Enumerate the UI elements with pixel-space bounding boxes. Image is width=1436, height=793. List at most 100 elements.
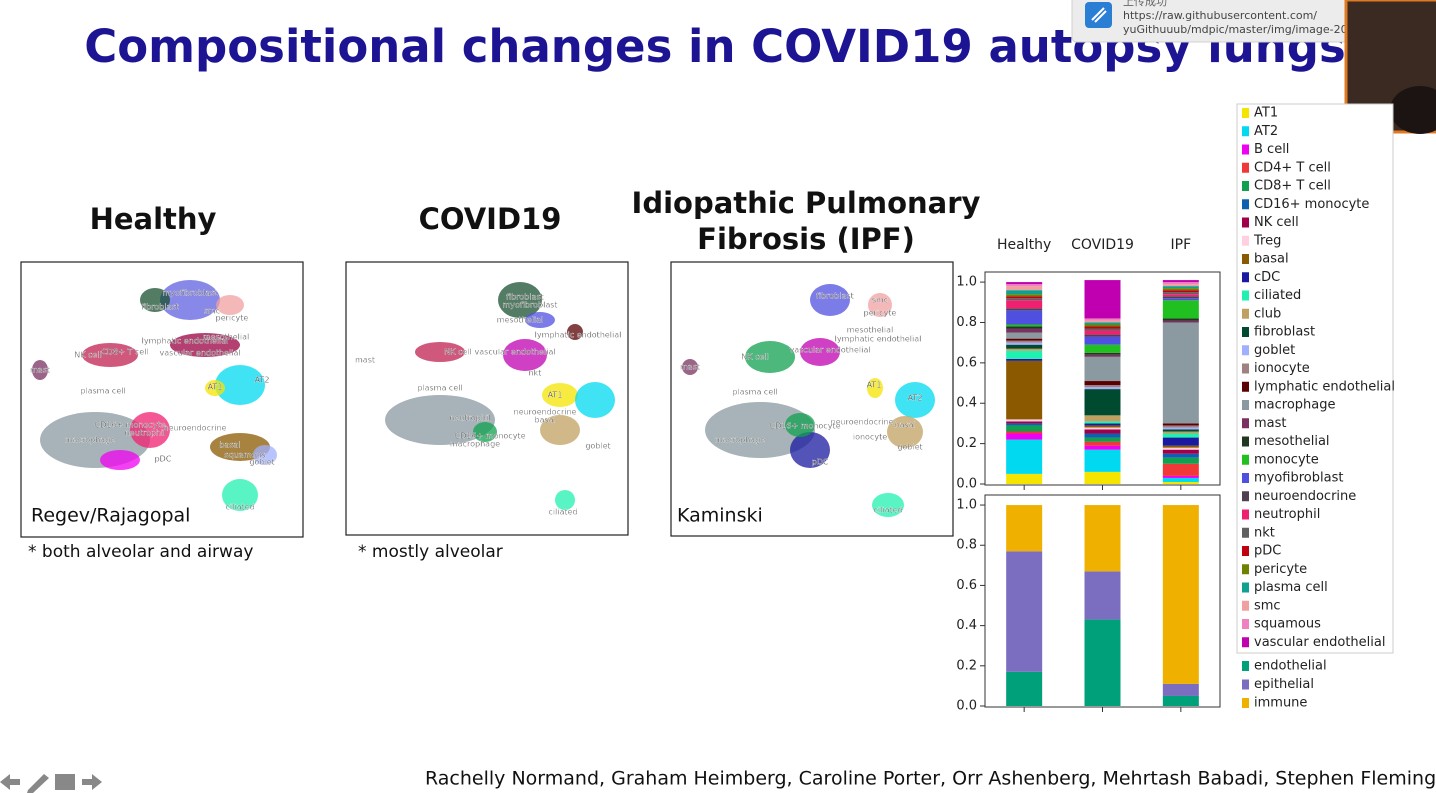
umap-cluster (216, 295, 244, 315)
y-tick-label: 0.4 (956, 618, 977, 633)
legend-swatch (1242, 619, 1249, 629)
y-tick-label: 1.0 (956, 498, 977, 513)
x-tick-label: IPF (1171, 237, 1192, 253)
legend-label: mesothelial (1254, 434, 1330, 449)
y-tick-label: 0.0 (956, 477, 977, 492)
umap-label: mast (680, 363, 700, 372)
bar-segment (1084, 334, 1121, 337)
legend-swatch (1242, 345, 1249, 356)
umap-label: fibroblast (506, 293, 544, 302)
bar-segment (1084, 445, 1121, 450)
y-tick-label: 0.8 (956, 315, 977, 330)
umap-label: lymphatic endothelial (142, 337, 229, 346)
nav-next[interactable] (82, 774, 102, 790)
webcam-person (1390, 86, 1436, 134)
bar-segment (1162, 477, 1199, 482)
nav-prev[interactable] (0, 774, 20, 790)
legend-swatch (1242, 661, 1249, 671)
nav-pen[interactable] (27, 774, 49, 793)
legend-label: smc (1254, 598, 1281, 613)
bar-segment (1006, 473, 1043, 484)
nav-menu[interactable] (55, 774, 75, 790)
bar-segment (1006, 551, 1043, 672)
legend-swatch (1242, 327, 1249, 337)
umap-label: NK cell (74, 351, 102, 360)
bar-segment (1006, 290, 1043, 295)
bar-segment (1084, 389, 1121, 416)
bar-segment (1162, 463, 1199, 476)
umap-cluster (525, 312, 555, 328)
umap-label: pDC (812, 458, 829, 467)
notification-line: yuGithuuub/mdpic/master/img/image-20... (1123, 23, 1358, 36)
umap-label: goblet (585, 442, 610, 451)
umap-cluster (575, 382, 615, 418)
umap-cluster (800, 338, 840, 366)
legend-label: endothelial (1254, 659, 1327, 674)
y-tick-label: 1.0 (956, 275, 977, 290)
legend-label: AT1 (1254, 106, 1278, 121)
y-tick-label: 0.6 (956, 578, 977, 593)
umap-cluster (567, 324, 583, 340)
bar-segment (1084, 423, 1121, 426)
umap-label: AT2 (908, 394, 923, 403)
panel-title: Idiopathic Pulmonary (632, 186, 981, 220)
bar-segment (1162, 296, 1199, 299)
bar-segment (1084, 352, 1121, 355)
bar-segment (1006, 324, 1043, 327)
umap-cluster (160, 280, 220, 320)
legend-label: monocyte (1254, 452, 1319, 467)
bar-segment (1162, 695, 1199, 706)
umap-cluster (542, 383, 578, 407)
umap-cluster (253, 445, 277, 465)
legend-swatch (1242, 491, 1249, 502)
umap-cluster (130, 412, 170, 448)
umap-label: AT2 (255, 376, 270, 385)
bar-segment (1084, 324, 1121, 327)
panel-title: Fibrosis (IPF) (697, 222, 915, 256)
bar-segment (1162, 437, 1199, 446)
legend-swatch (1242, 144, 1249, 155)
legend-label: immune (1254, 696, 1307, 711)
bar-segment (1162, 288, 1199, 291)
bar-segment (1006, 348, 1043, 351)
bar-segment (1162, 282, 1199, 285)
umap-label: mesothelial (203, 333, 249, 342)
umap-label: pDC (155, 455, 172, 464)
umap-label: neutrophil (125, 429, 166, 438)
authors: Rachelly Normand, Graham Heimberg, Carol… (425, 768, 1436, 790)
umap-label: fibroblast (816, 292, 854, 301)
y-tick-label: 0.0 (956, 699, 977, 714)
x-tick-label: COVID19 (1071, 237, 1134, 253)
bar-segment (1162, 453, 1199, 458)
legend-swatch (1242, 126, 1249, 137)
bar-segment (1006, 421, 1043, 424)
bar-segment (1006, 439, 1043, 474)
bar-segment (1162, 447, 1199, 450)
umap-label: macrophage (450, 440, 500, 449)
umap-cluster (385, 395, 495, 445)
bar-segment (1084, 421, 1121, 424)
legend-swatch (1242, 290, 1249, 301)
legend-label: CD4+ T cell (1254, 160, 1331, 175)
umap-cluster (705, 402, 815, 458)
umap-label: neutrophil (450, 414, 491, 423)
nav-icons[interactable] (0, 774, 102, 793)
legend-swatch (1242, 637, 1249, 648)
bar-segment (1162, 445, 1199, 448)
umap-label: plasma cell (417, 384, 462, 393)
umap-cluster (785, 413, 815, 437)
bar-segment (1162, 505, 1199, 684)
umap-label: ciliated (548, 508, 577, 517)
y-tick-label: 0.8 (956, 538, 977, 553)
bar-segment (1006, 286, 1043, 291)
bar-segment (1084, 320, 1121, 323)
bar-segment (1084, 427, 1121, 430)
umap-cluster (222, 479, 258, 511)
umap-label: smc (204, 307, 220, 316)
bar-segment (1162, 429, 1199, 432)
legend-label: neutrophil (1254, 507, 1320, 522)
umap-label: ciliated (873, 506, 902, 515)
legend-swatch (1242, 527, 1249, 538)
bar-segment (1006, 425, 1043, 432)
bar-segment (1162, 320, 1199, 323)
